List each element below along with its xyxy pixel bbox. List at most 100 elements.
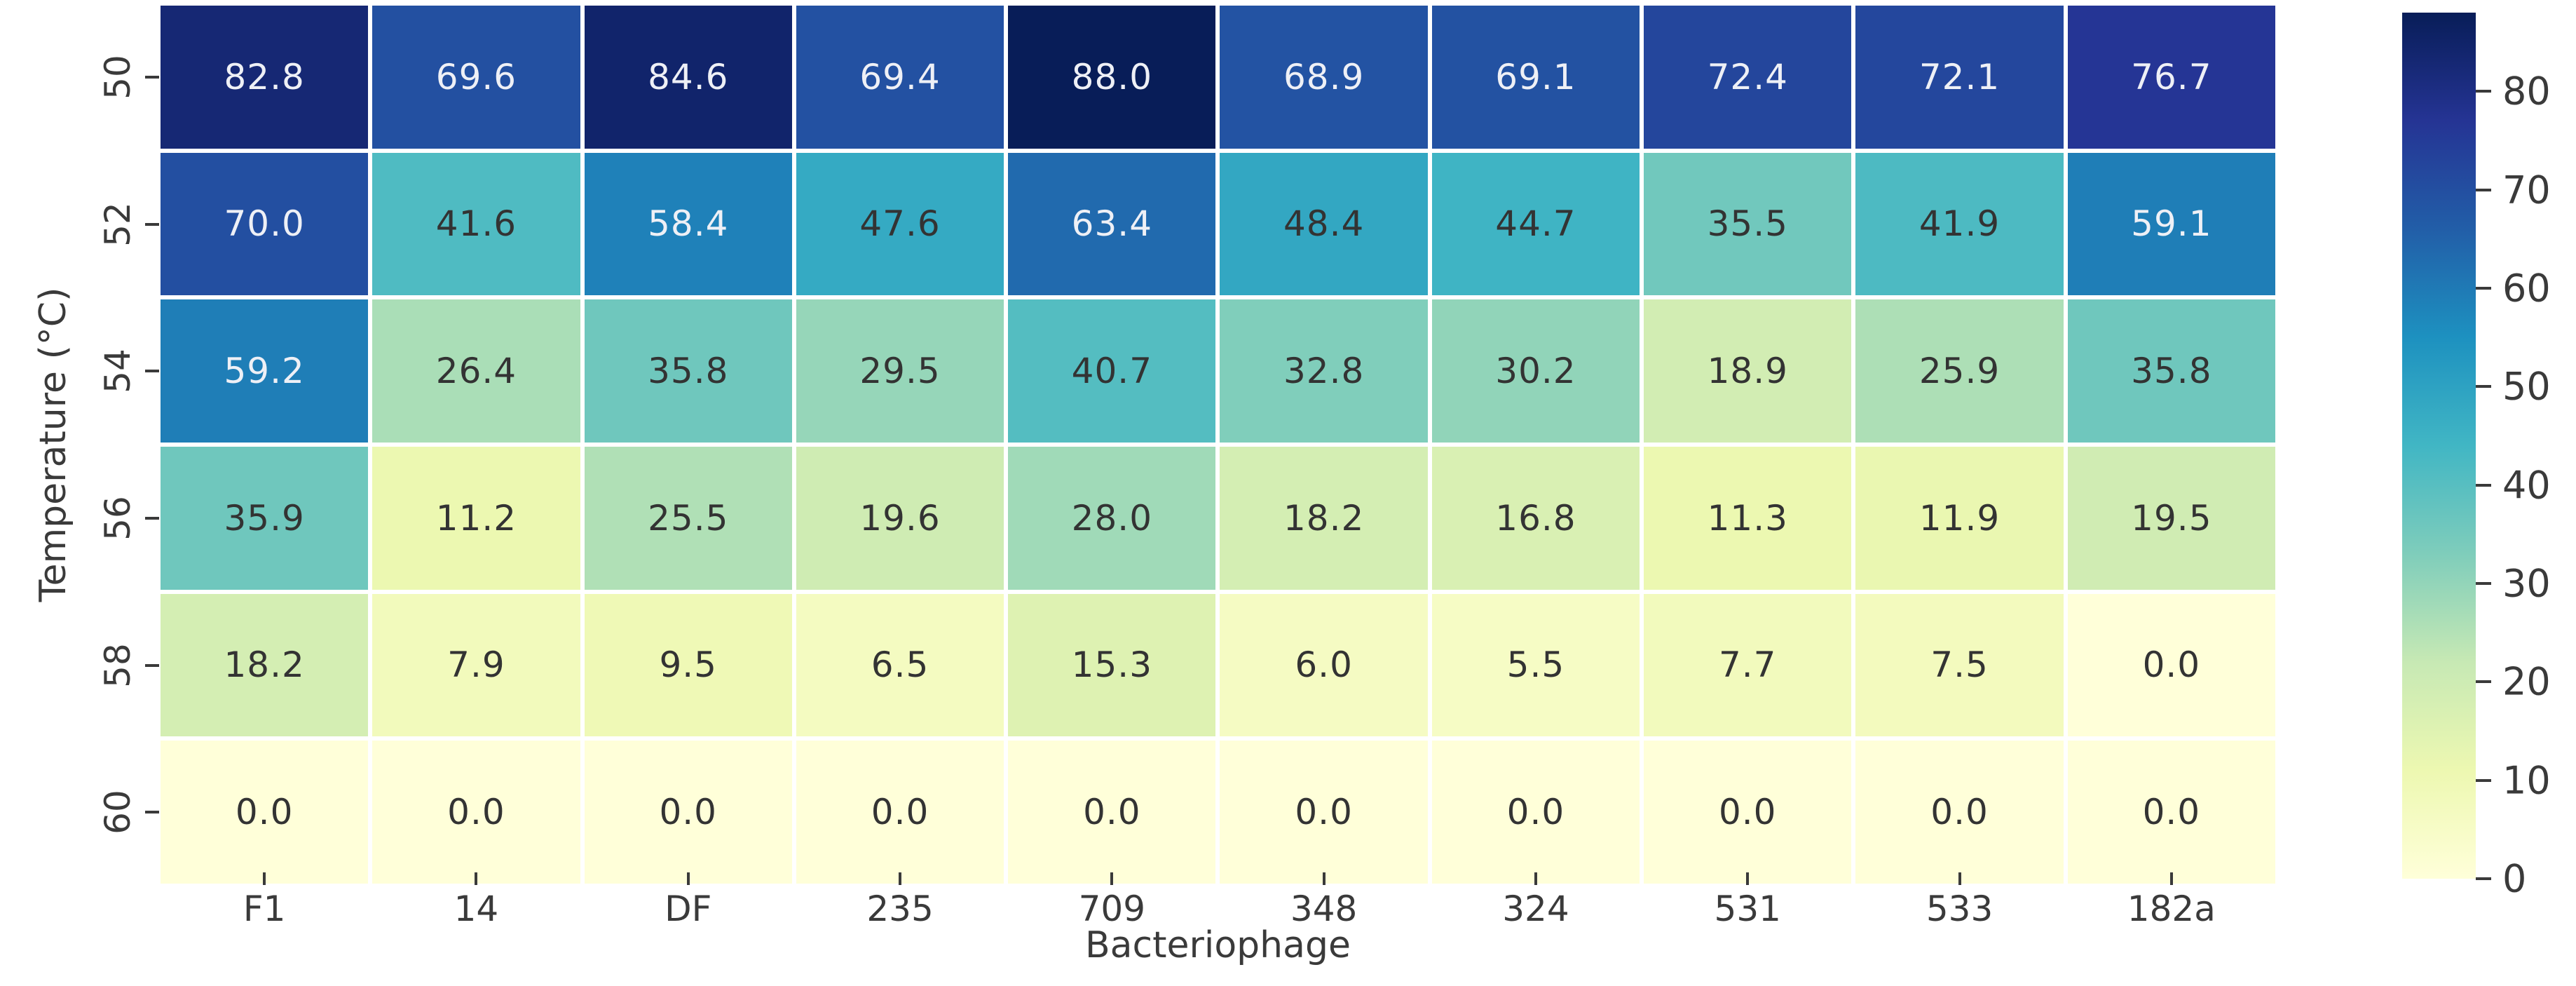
- colorbar-tick-label-60: 60: [2502, 266, 2551, 311]
- heatmap-cell-60-531: 0.0: [1644, 741, 1852, 884]
- cell-value: 25.9: [1919, 351, 2001, 392]
- heatmap-cell-54-182a: 35.8: [2067, 299, 2275, 443]
- heatmap-grid: 82.8 69.6 84.6 69.4 88.0 68.9 69.1 72.4 72.1 76.7…: [161, 6, 2275, 884]
- cell-value: 7.5: [1930, 644, 1989, 686]
- cell-value: 18.9: [1707, 351, 1788, 392]
- cell-value: 40.7: [1071, 351, 1152, 392]
- x-tick-label-DF: DF: [665, 889, 712, 929]
- y-tick-label-56: 56: [97, 496, 138, 541]
- cell-value: 69.6: [435, 56, 517, 97]
- heatmap-cell-56-531: 11.3: [1644, 447, 1852, 590]
- heatmap-cell-60-14: 0.0: [372, 741, 580, 884]
- colorbar-tick-mark: [2476, 778, 2491, 782]
- heatmap-cell-54-348: 32.8: [1220, 299, 1428, 443]
- heatmap-cell-56-709: 28.0: [1008, 447, 1216, 590]
- x-tick-mark: [1746, 872, 1750, 885]
- y-tick-label-60: 60: [97, 790, 138, 835]
- cell-value: 70.0: [224, 203, 305, 245]
- cell-value: 0.0: [2142, 644, 2201, 686]
- cell-value: 0.0: [1718, 792, 1777, 833]
- heatmap-cell-58-DF: 9.5: [584, 593, 792, 737]
- heatmap-cell-52-348: 48.4: [1220, 152, 1428, 296]
- heatmap-cell-50-348: 68.9: [1220, 6, 1428, 149]
- heatmap-cell-56-533: 11.9: [1855, 447, 2064, 590]
- heatmap-cell-52-531: 35.5: [1644, 152, 1852, 296]
- cell-value: 11.9: [1919, 497, 2001, 539]
- colorbar-tick-label-20: 20: [2502, 659, 2551, 704]
- x-tick-mark: [899, 872, 902, 885]
- cell-value: 0.0: [235, 792, 294, 833]
- cell-value: 0.0: [659, 792, 717, 833]
- colorbar-tick-mark: [2476, 385, 2491, 389]
- cell-value: 28.0: [1071, 497, 1152, 539]
- heatmap-cell-50-531: 72.4: [1644, 6, 1852, 149]
- heatmap-cell-58-235: 6.5: [796, 593, 1004, 737]
- cell-value: 35.5: [1707, 203, 1788, 245]
- cell-value: 44.7: [1495, 203, 1576, 245]
- heatmap-cell-50-235: 69.4: [796, 6, 1004, 149]
- cell-value: 0.0: [447, 792, 505, 833]
- heatmap-cell-50-533: 72.1: [1855, 6, 2064, 149]
- colorbar-tick-label-40: 40: [2502, 463, 2551, 508]
- x-tick-label-531: 531: [1714, 889, 1781, 929]
- heatmap-cell-50-324: 69.1: [1431, 6, 1640, 149]
- cell-value: 29.5: [859, 351, 941, 392]
- x-axis-title: Bacteriophage: [1085, 924, 1351, 966]
- cell-value: 82.8: [224, 56, 305, 97]
- x-tick-label-709: 709: [1078, 889, 1146, 929]
- heatmap-cell-52-709: 63.4: [1008, 152, 1216, 296]
- colorbar-tick-label-30: 30: [2502, 561, 2551, 606]
- x-tick-label-235: 235: [866, 889, 934, 929]
- x-tick-mark: [475, 872, 478, 885]
- colorbar-tick-label-10: 10: [2502, 758, 2551, 803]
- y-tick-mark: [145, 370, 159, 373]
- y-tick-label-54: 54: [97, 349, 138, 393]
- y-tick-mark: [145, 663, 159, 667]
- cell-value: 0.0: [1506, 792, 1565, 833]
- heatmap-cell-56-14: 11.2: [372, 447, 580, 590]
- cell-value: 84.6: [648, 56, 729, 97]
- colorbar-tick-mark: [2476, 188, 2491, 191]
- heatmap-cell-52-235: 47.6: [796, 152, 1004, 296]
- heatmap-cell-58-531: 7.7: [1644, 593, 1852, 737]
- y-tick-label-58: 58: [97, 642, 138, 688]
- cell-value: 0.0: [1083, 792, 1141, 833]
- cell-value: 35.8: [648, 351, 729, 392]
- heatmap-cell-60-182a: 0.0: [2067, 741, 2275, 884]
- heatmap-cell-52-533: 41.9: [1855, 152, 2064, 296]
- cell-value: 16.8: [1495, 497, 1576, 539]
- cell-value: 63.4: [1071, 203, 1152, 245]
- x-tick-label-182a: 182a: [2127, 889, 2216, 929]
- cell-value: 6.5: [871, 644, 929, 686]
- colorbar-tick-mark: [2476, 877, 2491, 880]
- colorbar-tick-label-80: 80: [2502, 69, 2551, 114]
- heatmap-cell-58-F1: 18.2: [161, 593, 369, 737]
- y-tick-label-52: 52: [97, 201, 138, 247]
- colorbar-tick-mark: [2476, 90, 2491, 93]
- cell-value: 35.9: [224, 497, 305, 539]
- heatmap-cell-56-235: 19.6: [796, 447, 1004, 590]
- cell-value: 25.5: [648, 497, 729, 539]
- colorbar-gradient: [2402, 13, 2476, 879]
- heatmap-cell-60-DF: 0.0: [584, 741, 792, 884]
- heatmap-cell-52-F1: 70.0: [161, 152, 369, 296]
- heatmap-cell-60-533: 0.0: [1855, 741, 2064, 884]
- colorbar-tick-mark: [2476, 680, 2491, 684]
- heatmap-cell-60-F1: 0.0: [161, 741, 369, 884]
- cell-value: 48.4: [1283, 203, 1365, 245]
- heatmap-cell-50-709: 88.0: [1008, 6, 1216, 149]
- colorbar-tick-mark: [2476, 286, 2491, 290]
- cell-value: 11.3: [1707, 497, 1788, 539]
- cell-value: 15.3: [1071, 644, 1152, 686]
- cell-value: 19.6: [859, 497, 941, 539]
- colorbar-tick-label-70: 70: [2502, 168, 2551, 212]
- heatmap-cell-50-182a: 76.7: [2067, 6, 2275, 149]
- cell-value: 7.9: [447, 644, 505, 686]
- cell-value: 47.6: [859, 203, 941, 245]
- cell-value: 76.7: [2131, 56, 2212, 97]
- x-tick-label-14: 14: [454, 889, 499, 929]
- cell-value: 69.4: [859, 56, 941, 97]
- heatmap-cell-60-235: 0.0: [796, 741, 1004, 884]
- cell-value: 41.6: [435, 203, 517, 245]
